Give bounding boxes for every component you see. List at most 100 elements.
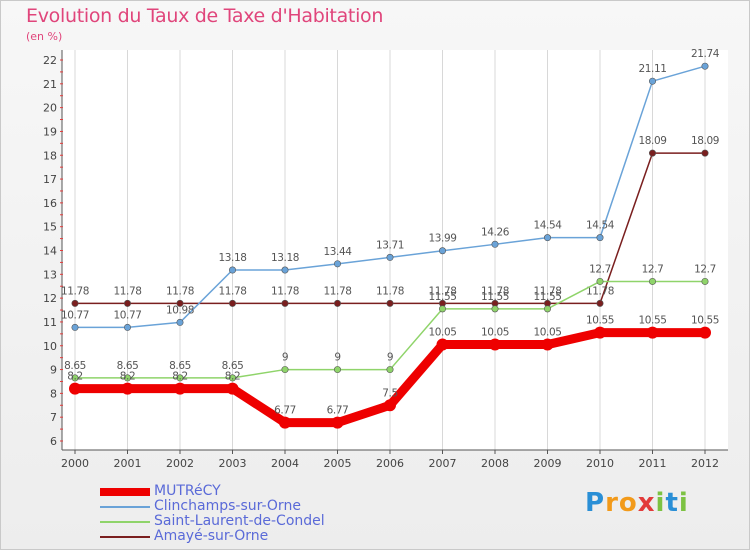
data-label: 11.78 xyxy=(218,285,246,297)
data-point xyxy=(124,323,132,331)
data-label: 11.78 xyxy=(113,285,141,297)
data-point xyxy=(281,366,289,374)
data-point xyxy=(124,299,132,307)
data-point xyxy=(701,277,709,285)
x-tick-label: 2012 xyxy=(691,457,719,470)
data-label: 11.78 xyxy=(166,285,194,297)
data-point xyxy=(229,374,237,382)
legend-label: MUTRéCY xyxy=(154,483,221,499)
data-point xyxy=(386,299,394,307)
data-label: 14.26 xyxy=(481,226,510,238)
logo-letter: t xyxy=(665,488,679,518)
y-tick-label: 17 xyxy=(43,173,57,186)
data-label: 8.2 xyxy=(225,371,241,383)
legend-label: Clinchamps-sur-Orne xyxy=(154,498,301,514)
data-point xyxy=(543,234,551,242)
data-label: 10.77 xyxy=(113,309,141,321)
data-label: 9 xyxy=(334,352,340,364)
y-tick-label: 19 xyxy=(43,125,57,138)
data-label: 11.78 xyxy=(481,285,509,297)
data-point xyxy=(489,338,501,351)
data-label: 10.05 xyxy=(481,327,509,339)
logo-letter: i xyxy=(655,488,666,518)
chart-title: Evolution du Taux de Taxe d'Habitation xyxy=(26,5,384,27)
data-label: 8.65 xyxy=(222,360,244,372)
data-label: 10.98 xyxy=(166,304,194,316)
data-point xyxy=(596,234,604,242)
data-point xyxy=(701,149,709,157)
logo-letter: P xyxy=(585,488,606,518)
data-point xyxy=(71,299,79,307)
data-label: 6.77 xyxy=(274,405,296,417)
legend-swatch xyxy=(100,536,150,538)
data-point xyxy=(176,299,184,307)
data-point xyxy=(699,326,711,339)
data-point xyxy=(596,277,604,285)
y-tick-label: 16 xyxy=(43,197,57,210)
data-label: 11.78 xyxy=(533,285,561,297)
data-point xyxy=(333,260,341,268)
y-tick-label: 11 xyxy=(43,316,57,329)
data-point xyxy=(701,62,709,70)
y-tick-label: 14 xyxy=(43,245,57,258)
data-label: 13.99 xyxy=(428,233,456,245)
data-point xyxy=(438,305,446,313)
data-point xyxy=(333,366,341,374)
data-point xyxy=(71,323,79,331)
legend-swatch xyxy=(100,488,150,496)
data-label: 11.78 xyxy=(376,285,404,297)
y-tick-label: 6 xyxy=(50,435,57,448)
data-label: 8.2 xyxy=(120,371,136,383)
data-label: 18.09 xyxy=(691,135,719,147)
data-label: 10.55 xyxy=(638,315,666,327)
data-point xyxy=(229,266,237,274)
data-point xyxy=(594,326,606,339)
data-label: 11.55 xyxy=(533,291,561,303)
data-label: 21.74 xyxy=(691,48,720,60)
data-label: 8.65 xyxy=(169,360,191,372)
y-tick-label: 10 xyxy=(43,340,57,353)
logo-letter: i xyxy=(678,488,689,518)
data-label: 9 xyxy=(387,352,393,364)
data-label: 7.5 xyxy=(382,387,398,399)
data-label: 14.54 xyxy=(533,220,562,232)
x-tick-label: 2005 xyxy=(324,457,352,470)
line-chart: 6 7 8 9 10 11 12 13 14 15 16 17 18 19 20 21 22 2000 2001 20… xyxy=(43,48,728,470)
data-label: 12.7 xyxy=(694,263,716,275)
x-tick-label: 2004 xyxy=(271,457,299,470)
x-tick-label: 2007 xyxy=(429,457,457,470)
data-point xyxy=(176,374,184,382)
data-point xyxy=(648,277,656,285)
data-point xyxy=(71,374,79,382)
data-point xyxy=(491,305,499,313)
data-point xyxy=(436,338,449,351)
legend-label: Saint-Laurent-de-Condel xyxy=(154,513,325,529)
y-tick-label: 12 xyxy=(43,292,57,305)
data-point xyxy=(69,382,81,395)
logo-letter: r xyxy=(605,488,619,518)
plot-area xyxy=(62,50,728,450)
x-tick-label: 2003 xyxy=(219,457,247,470)
data-point xyxy=(281,266,289,274)
data-point xyxy=(331,416,344,429)
x-tick-label: 2002 xyxy=(166,457,194,470)
data-label: 9 xyxy=(282,352,288,364)
data-point xyxy=(541,338,554,351)
y-tick-label: 8 xyxy=(50,387,57,400)
data-point xyxy=(543,305,551,313)
legend-swatch xyxy=(100,521,150,523)
data-label: 13.71 xyxy=(376,239,404,251)
x-tick-label: 2006 xyxy=(376,457,404,470)
data-point xyxy=(648,149,656,157)
data-point xyxy=(279,416,291,429)
x-tick-label: 2001 xyxy=(114,457,142,470)
y-tick-label: 22 xyxy=(43,54,57,67)
data-label: 8.2 xyxy=(67,371,83,383)
data-label: 11.78 xyxy=(323,285,351,297)
data-point xyxy=(333,299,341,307)
data-label: 10.05 xyxy=(428,327,456,339)
data-label: 11.55 xyxy=(481,291,509,303)
legend-swatch xyxy=(100,506,150,508)
data-label: 12.7 xyxy=(589,263,611,275)
logo-letter: o xyxy=(618,488,638,518)
